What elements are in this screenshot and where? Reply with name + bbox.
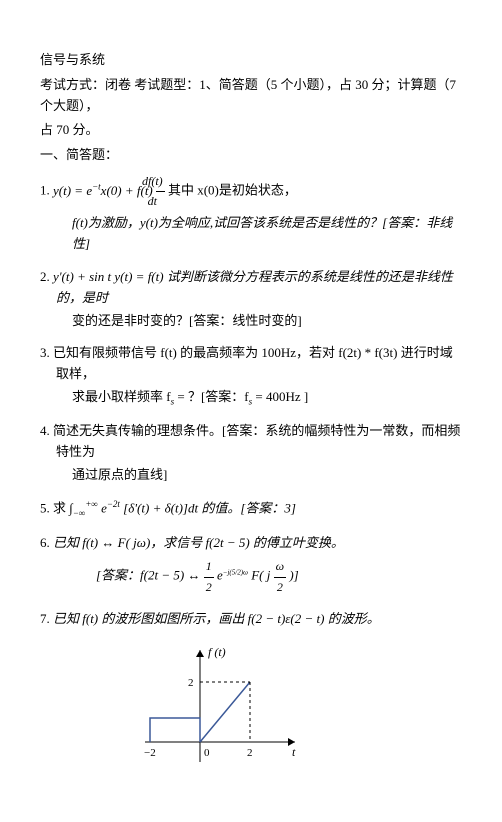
q3-line2-prefix: 求最小取样频率 f (72, 389, 171, 404)
q4-num: 4. (40, 423, 50, 438)
svg-text:2: 2 (188, 677, 194, 689)
q5-num: 5. (40, 501, 50, 516)
exam-info-line2: 占 70 分。 (40, 120, 462, 141)
q1-num: 1. (40, 183, 50, 198)
q3-line1: 已知有限频带信号 f(t) 的最高频率为 100Hz，若对 f(2t) * f(… (53, 345, 453, 381)
q6-frac2-den: 2 (274, 578, 286, 597)
q6-line1: 已知 f(t) ↔ F( jω)，求信号 f(2t − 5) 的傅立叶变换。 (53, 535, 344, 550)
q2-num: 2. (40, 269, 50, 284)
q1-prefix: y(t) = e (53, 183, 92, 198)
course-title: 信号与系统 (40, 50, 462, 71)
q1-fraction: df(t) dt (156, 172, 165, 211)
q1-frac-den: dt (156, 192, 165, 211)
q4-line2: 通过原点的直线] (56, 465, 462, 486)
svg-text:f (t): f (t) (208, 645, 226, 659)
q5-prefix: 求 ∫ (53, 501, 73, 516)
question-3: 3. 已知有限频带信号 f(t) 的最高频率为 100Hz，若对 f(2t) *… (40, 343, 462, 409)
question-1: 1. y(t) = e−tx(0) + f(t) df(t) dt 其中 x(0… (40, 172, 462, 255)
q2-line1: y'(t) + sin t y(t) = f(t) 试判断该微分方程表示的系统是… (53, 269, 453, 305)
q7-text: 已知 f(t) 的波形图如图所示，画出 f(2 − t)ε(2 − t) 的波形… (53, 611, 380, 626)
svg-text:2: 2 (247, 747, 253, 759)
question-7: 7. 已知 f(t) 的波形图如图所示，画出 f(2 − t)ε(2 − t) … (40, 609, 462, 630)
section-1-heading: 一、简答题： (40, 145, 462, 166)
q6-num: 6. (40, 535, 50, 550)
q1-line2-text: f(t)为激励，y(t)为全响应,试回答该系统是否是线性的？[答案：非线性] (72, 215, 452, 251)
question-6: 6. 已知 f(t) ↔ F( jω)，求信号 f(2t − 5) 的傅立叶变换… (40, 533, 462, 597)
q2-line2: 变的还是非时变的？[答案：线性时变的] (56, 311, 462, 332)
q6-frac1: 1 2 (204, 557, 214, 596)
waveform-svg: f (t) t 2 −2 0 2 (140, 642, 300, 772)
svg-text:−2: −2 (144, 747, 156, 759)
q5-mid: [δ'(t) + δ(t)]dt 的值。[答案：3] (123, 501, 296, 516)
q6-suffix: )] (289, 568, 298, 583)
question-2: 2. y'(t) + sin t y(t) = f(t) 试判断该微分方程表示的… (40, 267, 462, 331)
q6-exp: −j(5/2)ω (223, 569, 248, 577)
q1-frac-num: df(t) (156, 172, 165, 192)
question-5: 5. 求 ∫−∞+∞ e−2t [δ'(t) + δ(t)]dt 的值。[答案：… (40, 497, 462, 520)
q1-exp: −t (92, 181, 101, 191)
q3-line2: 求最小取样频率 fs = ？[答案：fs = 400Hz ] (56, 387, 462, 409)
q6-mid: F( j (251, 568, 270, 583)
q6-frac2: ω 2 (274, 557, 286, 596)
q5-int-lower: −∞ (73, 508, 86, 518)
q6-frac1-num: 1 (204, 557, 214, 577)
exam-info-line1: 考试方式：闭卷 考试题型：1、简答题（5 个小题），占 30 分；计算题（7 个… (40, 75, 462, 117)
q4-line1: 简述无失真传输的理想条件。[答案：系统的幅频特性为一常数，而相频特性为 (53, 423, 460, 459)
q3-num: 3. (40, 345, 50, 360)
q6-answer: [答案：f(2t − 5) ↔ 1 2 e−j(5/2)ω F( j ω 2 )… (56, 557, 462, 596)
q1-suffix: 其中 x(0)是初始状态， (168, 183, 297, 198)
q5-int-upper: +∞ (85, 499, 98, 509)
q1-formula: y(t) = e−tx(0) + f(t) df(t) dt (53, 183, 168, 198)
q3-line2-mid: = ？[答案：f (174, 389, 249, 404)
q6-frac2-num: ω (274, 557, 286, 577)
q1-line2: f(t)为激励，y(t)为全响应,试回答该系统是否是线性的？[答案：非线性] (56, 213, 462, 255)
q5-exp: −2t (107, 499, 120, 509)
svg-text:0: 0 (204, 747, 210, 759)
question-4: 4. 简述无失真传输的理想条件。[答案：系统的幅频特性为一常数，而相频特性为 通… (40, 421, 462, 485)
q7-num: 7. (40, 611, 50, 626)
q6-frac1-den: 2 (204, 578, 214, 597)
svg-text:t: t (292, 745, 296, 759)
q3-line2-suffix: = 400Hz ] (252, 389, 308, 404)
waveform-chart: f (t) t 2 −2 0 2 (40, 642, 462, 772)
q6-ans-prefix: [答案：f(2t − 5) ↔ (96, 568, 204, 583)
